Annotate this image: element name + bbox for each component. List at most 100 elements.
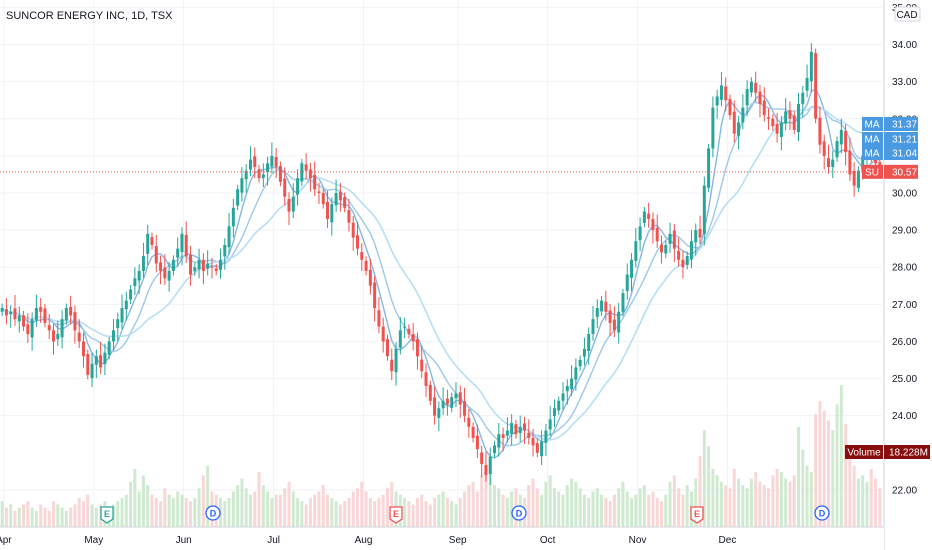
earnings-marker[interactable]: E xyxy=(389,506,403,524)
candle-body xyxy=(664,244,668,254)
volume-bar xyxy=(749,478,753,527)
candle-body xyxy=(227,226,231,248)
ma-line-20 xyxy=(1,106,881,441)
candle-body xyxy=(531,437,535,446)
candle-body xyxy=(441,400,445,409)
candle-body xyxy=(146,233,150,254)
volume-bar xyxy=(698,456,702,527)
candle-body xyxy=(818,117,822,145)
ma-line-10 xyxy=(1,101,881,447)
candle-body xyxy=(300,163,304,182)
volume-bar xyxy=(180,494,184,527)
candle-body xyxy=(411,334,415,342)
candle-body xyxy=(552,408,556,417)
candle-body xyxy=(758,91,762,104)
volume-bar xyxy=(124,494,128,527)
candle-body xyxy=(304,164,308,171)
candle-body xyxy=(364,260,368,271)
candle-body xyxy=(454,393,458,399)
volume-bar xyxy=(266,491,270,527)
x-tick-label: Apr xyxy=(0,535,12,546)
volume-bar xyxy=(552,488,556,527)
volume-bar xyxy=(557,491,561,527)
earnings-marker[interactable]: E xyxy=(690,506,704,524)
volume-bar xyxy=(818,401,822,527)
volume-bar xyxy=(347,497,351,527)
volume-bar xyxy=(775,468,779,527)
candle-body xyxy=(826,158,830,168)
candle-body xyxy=(244,170,248,180)
dividend-marker[interactable]: D xyxy=(814,505,830,521)
candle-body xyxy=(201,259,205,271)
candle-body xyxy=(617,311,621,333)
candle-body xyxy=(570,378,574,390)
candle-body xyxy=(167,270,171,281)
svg-text:18.228M: 18.228M xyxy=(889,448,928,459)
volume-bar xyxy=(771,475,775,527)
volume-bar xyxy=(835,404,839,527)
volume-bar xyxy=(441,491,445,527)
candle-body xyxy=(334,192,338,206)
candle-body xyxy=(381,326,385,342)
volume-bar xyxy=(227,497,231,527)
volume-bar xyxy=(428,504,432,527)
volume-bar xyxy=(120,497,124,527)
candle-body xyxy=(52,330,56,342)
y-tick-label: 22.00 xyxy=(892,485,917,496)
volume-bar xyxy=(715,475,719,527)
candle-body xyxy=(788,110,792,119)
dividend-marker[interactable]: D xyxy=(511,505,527,521)
candle-body xyxy=(210,266,214,268)
candle-body xyxy=(719,85,723,100)
candle-body xyxy=(501,434,505,438)
candles xyxy=(0,43,882,486)
volume-bar xyxy=(167,494,171,527)
candle-body xyxy=(90,363,94,379)
candle-body xyxy=(711,107,715,149)
volume-bar xyxy=(638,488,642,527)
candle-body xyxy=(116,319,120,329)
volume-bar xyxy=(788,481,792,527)
x-tick-label: Nov xyxy=(629,535,647,546)
candle-body xyxy=(129,289,133,300)
volume-bar xyxy=(377,497,381,527)
volume-bar xyxy=(146,485,150,527)
time-axis[interactable] xyxy=(0,527,884,550)
candle-body xyxy=(647,213,651,219)
candle-body xyxy=(535,443,539,453)
volume-bar xyxy=(343,501,347,527)
volume-bar xyxy=(60,507,64,527)
volume-bar xyxy=(420,494,424,527)
candle-body xyxy=(124,300,128,310)
volume-bar xyxy=(415,497,419,527)
candle-body xyxy=(261,174,265,179)
volume-bar xyxy=(630,497,634,527)
svg-text:MA: MA xyxy=(865,120,880,131)
volume-bar xyxy=(634,494,638,527)
volume-bar xyxy=(762,485,766,527)
volume-bar xyxy=(505,497,509,527)
candle-body xyxy=(809,51,813,82)
volume-bar xyxy=(137,491,141,527)
candle-body xyxy=(784,111,788,124)
candle-body xyxy=(420,359,424,372)
candle-body xyxy=(415,339,419,357)
candle-body xyxy=(197,259,201,270)
candle-body xyxy=(407,328,411,335)
volume-bar xyxy=(544,481,548,527)
dividend-marker[interactable]: D xyxy=(205,505,221,521)
candle-body xyxy=(287,198,291,212)
volume-bar xyxy=(809,472,813,527)
volume-bar xyxy=(253,491,257,527)
earnings-marker[interactable]: E xyxy=(100,506,114,524)
volume-bar xyxy=(193,497,197,527)
volume-bar xyxy=(403,497,407,527)
volume-bar xyxy=(445,497,449,527)
candle-body xyxy=(689,241,693,260)
volume-bar xyxy=(368,497,372,527)
candle-body xyxy=(732,111,736,134)
candle-body xyxy=(193,267,197,272)
